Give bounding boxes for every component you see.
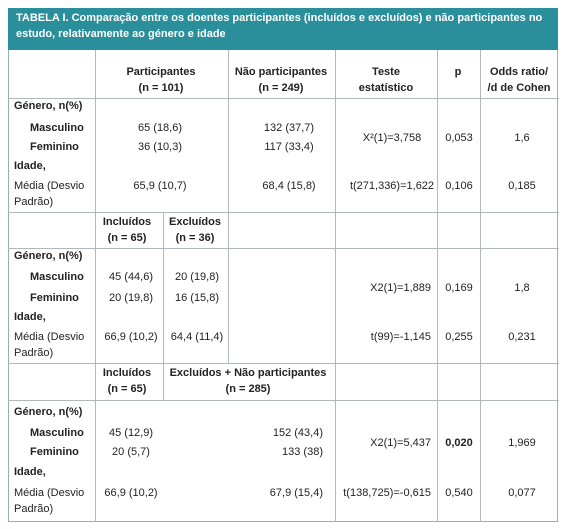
column-header: (n = 65) xyxy=(107,232,147,244)
column-divider xyxy=(335,50,336,522)
cell-value: 66,9 (10,2) xyxy=(104,331,158,343)
column-header: Excluídos + Não participantes xyxy=(169,367,327,379)
cell-value: 20 (5,7) xyxy=(112,446,150,458)
row-group-label: Género, n(%) xyxy=(14,406,83,418)
column-divider xyxy=(437,50,438,522)
row-divider xyxy=(8,363,559,364)
column-header: (n = 249) xyxy=(258,82,304,94)
column-header: estatístico xyxy=(358,82,414,94)
table-title: TABELA I. Comparação entre os doentes pa… xyxy=(8,8,558,50)
cell-value: 132 (37,7) xyxy=(263,122,315,134)
test-statistic: X2(1)=5,437 xyxy=(370,436,431,449)
effect-size: 0,077 xyxy=(508,487,536,499)
effect-size: 1,8 xyxy=(514,281,530,294)
p-value: 0,106 xyxy=(445,180,473,192)
column-header: Excluídos xyxy=(169,216,221,228)
cell-value: 45 (44,6) xyxy=(108,271,154,283)
column-header: Não participantes xyxy=(234,66,328,78)
row-divider xyxy=(8,212,559,213)
column-header: Odds ratio/ xyxy=(489,66,549,78)
row-group-label: Idade, xyxy=(14,466,46,478)
row-label: Média (Desvio xyxy=(14,487,85,499)
column-divider xyxy=(95,50,96,522)
row-label: Padrão) xyxy=(14,347,54,359)
cell-value: 20 (19,8) xyxy=(108,292,154,304)
p-value: 0,053 xyxy=(445,131,473,144)
row-group-label: Idade, xyxy=(14,311,46,323)
test-statistic: X2(1)=1,889 xyxy=(370,281,431,294)
cell-value: 36 (10,3) xyxy=(137,141,183,153)
row-divider xyxy=(8,248,559,249)
row-divider xyxy=(8,400,559,401)
row-label: Masculino xyxy=(30,427,84,439)
row-label: Média (Desvio xyxy=(14,331,85,343)
column-header: (n = 285) xyxy=(225,383,271,395)
column-header: (n = 101) xyxy=(138,82,184,94)
cell-value: 65 (18,6) xyxy=(137,122,183,134)
row-label: Padrão) xyxy=(14,503,54,515)
column-header: /d de Cohen xyxy=(487,82,551,94)
cell-value: 117 (33,4) xyxy=(264,141,314,153)
row-label: Feminino xyxy=(30,446,79,458)
cell-value: 67,9 (15,4) xyxy=(269,487,323,499)
test-statistic: t(271,336)=1,622 xyxy=(349,180,435,192)
p-value: 0,540 xyxy=(445,487,473,499)
row-label: Média (Desvio xyxy=(14,180,85,192)
p-value: 0,169 xyxy=(445,281,473,294)
cell-value: 152 (43,4) xyxy=(272,427,323,439)
cell-value: 68,4 (15,8) xyxy=(262,180,316,192)
row-label: Padrão) xyxy=(14,196,54,208)
cell-value: 65,9 (10,7) xyxy=(133,180,187,192)
cell-value: 20 (19,8) xyxy=(174,271,220,283)
row-label: Feminino xyxy=(30,141,79,153)
effect-size: 1,6 xyxy=(514,131,530,144)
row-group-label: Género, n(%) xyxy=(14,100,83,112)
cell-value: 133 (38) xyxy=(282,446,323,458)
row-label: Masculino xyxy=(30,271,84,283)
test-statistic: X²(1)=3,758 xyxy=(362,131,422,144)
p-value: 0,255 xyxy=(445,331,473,343)
row-divider xyxy=(8,98,559,99)
effect-size: 1,969 xyxy=(508,436,536,449)
row-label: Masculino xyxy=(30,122,84,134)
column-header: Incluídos xyxy=(102,216,152,228)
column-header: Participantes xyxy=(126,66,196,78)
column-divider xyxy=(163,212,164,400)
effect-size: 0,185 xyxy=(508,180,536,192)
row-group-label: Idade, xyxy=(14,160,46,172)
column-header: Teste xyxy=(372,66,400,78)
cell-value: 66,9 (10,2) xyxy=(104,487,158,499)
column-header: Incluídos xyxy=(102,367,152,379)
column-divider xyxy=(480,50,481,522)
cell-value: 64,4 (11,4) xyxy=(170,331,224,343)
effect-size: 0,231 xyxy=(508,331,536,343)
column-header: p xyxy=(454,66,462,78)
row-label: Feminino xyxy=(30,292,79,304)
row-group-label: Género, n(%) xyxy=(14,250,83,262)
cell-value: 16 (15,8) xyxy=(174,292,220,304)
column-header: (n = 65) xyxy=(107,383,147,395)
test-statistic: t(99)=-1,145 xyxy=(370,331,431,343)
cell-value: 45 (12,9) xyxy=(108,427,154,439)
column-divider xyxy=(228,50,229,363)
test-statistic: t(138,725)=-0,615 xyxy=(343,487,431,499)
column-header: (n = 36) xyxy=(175,232,215,244)
p-value: 0,020 xyxy=(445,436,473,449)
